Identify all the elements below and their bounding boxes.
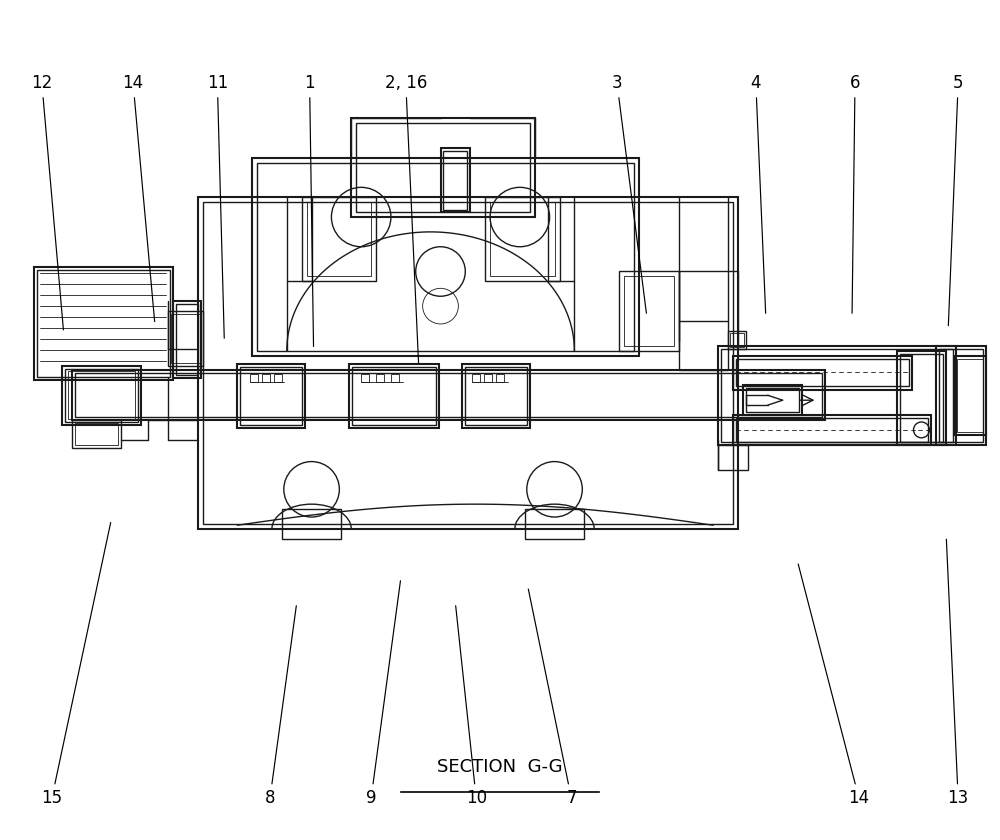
- Bar: [176, 304, 198, 375]
- Bar: [462, 364, 530, 428]
- Bar: [718, 444, 748, 470]
- Bar: [957, 359, 983, 432]
- Bar: [728, 331, 746, 349]
- Bar: [485, 197, 560, 281]
- Bar: [443, 150, 467, 210]
- Bar: [72, 370, 825, 420]
- Bar: [34, 266, 173, 381]
- Text: 7: 7: [528, 589, 577, 807]
- Bar: [240, 366, 302, 425]
- Bar: [282, 509, 341, 538]
- Bar: [349, 364, 439, 428]
- Bar: [736, 418, 928, 442]
- Bar: [736, 359, 909, 386]
- Bar: [376, 375, 384, 382]
- Bar: [721, 349, 953, 442]
- Bar: [743, 386, 802, 415]
- FancyArrowPatch shape: [800, 395, 813, 406]
- Text: 9: 9: [366, 580, 400, 807]
- Bar: [954, 355, 986, 435]
- Text: 14: 14: [798, 564, 870, 807]
- Bar: [352, 366, 436, 425]
- Bar: [72, 420, 121, 448]
- Text: 11: 11: [207, 74, 228, 339]
- Text: 5: 5: [948, 74, 963, 326]
- Bar: [679, 321, 728, 370]
- Bar: [496, 375, 504, 382]
- Bar: [624, 276, 674, 346]
- Bar: [465, 366, 527, 425]
- Text: 15: 15: [41, 522, 111, 807]
- Bar: [65, 369, 138, 422]
- Bar: [897, 350, 946, 444]
- Bar: [302, 197, 376, 281]
- Text: 1: 1: [304, 74, 315, 347]
- Bar: [441, 148, 470, 212]
- Bar: [62, 365, 141, 425]
- Text: 4: 4: [751, 74, 766, 313]
- Bar: [68, 371, 135, 419]
- Bar: [351, 118, 535, 217]
- Text: 10: 10: [456, 606, 487, 807]
- Bar: [203, 202, 733, 524]
- Bar: [257, 163, 634, 350]
- Bar: [262, 375, 270, 382]
- Text: 8: 8: [265, 606, 296, 807]
- Bar: [237, 364, 305, 428]
- Bar: [484, 375, 492, 382]
- Text: 6: 6: [850, 74, 860, 313]
- Bar: [37, 270, 170, 377]
- Bar: [75, 374, 822, 417]
- Text: 2, 16: 2, 16: [385, 74, 427, 363]
- Bar: [391, 375, 399, 382]
- Bar: [173, 302, 201, 378]
- Text: SECTION  G-G: SECTION G-G: [437, 759, 563, 776]
- Text: 3: 3: [612, 74, 646, 313]
- Bar: [252, 158, 639, 355]
- Bar: [730, 333, 744, 347]
- Bar: [619, 271, 678, 350]
- Text: 14: 14: [123, 74, 155, 322]
- Bar: [525, 509, 584, 538]
- Bar: [900, 354, 943, 442]
- Bar: [936, 346, 986, 444]
- Bar: [198, 197, 738, 529]
- Bar: [168, 311, 203, 365]
- Bar: [939, 349, 983, 442]
- Text: 12: 12: [31, 74, 63, 330]
- Bar: [733, 355, 912, 391]
- Bar: [250, 375, 258, 382]
- Text: 13: 13: [946, 539, 969, 807]
- Bar: [490, 202, 555, 276]
- Bar: [718, 346, 956, 444]
- Bar: [75, 423, 118, 444]
- Bar: [472, 375, 480, 382]
- Bar: [361, 375, 369, 382]
- Bar: [171, 314, 200, 363]
- Bar: [307, 202, 371, 276]
- Bar: [274, 375, 282, 382]
- Bar: [356, 123, 530, 212]
- Bar: [746, 388, 799, 412]
- Bar: [733, 415, 931, 444]
